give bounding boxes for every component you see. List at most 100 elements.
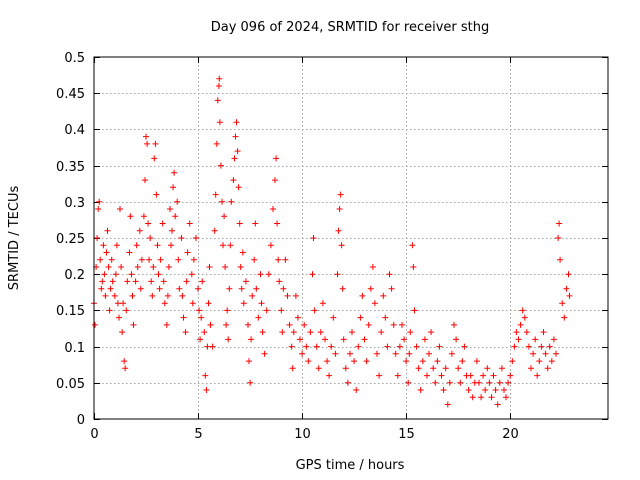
data-point	[513, 329, 520, 336]
data-point	[234, 148, 241, 155]
data-point	[149, 292, 156, 299]
data-point	[132, 278, 139, 285]
data-point	[231, 155, 238, 162]
data-point	[478, 394, 485, 401]
data-point	[473, 358, 480, 365]
data-point	[488, 394, 495, 401]
data-point	[280, 285, 287, 292]
data-point	[410, 264, 417, 270]
data-point	[540, 329, 547, 336]
data-point	[406, 350, 413, 357]
data-point	[405, 379, 412, 386]
data-point	[347, 350, 353, 357]
data-point	[275, 256, 282, 263]
data-point	[136, 227, 143, 234]
data-point	[371, 300, 378, 307]
data-point	[230, 177, 237, 184]
data-point	[150, 264, 157, 270]
data-point	[342, 365, 349, 372]
data-point	[559, 300, 566, 307]
data-point	[240, 300, 247, 307]
data-point	[548, 358, 555, 365]
data-point	[174, 198, 181, 205]
data-point	[288, 343, 295, 350]
data-point	[209, 343, 216, 350]
data-point	[176, 285, 183, 292]
data-point	[297, 336, 303, 343]
data-point	[146, 256, 153, 263]
data-point	[336, 206, 343, 212]
y-tick-label: 0.5	[64, 51, 85, 66]
data-point	[326, 372, 333, 379]
data-point	[332, 350, 339, 357]
data-point	[201, 329, 208, 336]
data-point	[501, 387, 507, 393]
data-point	[246, 358, 252, 365]
data-point	[532, 336, 539, 343]
data-point	[498, 365, 505, 372]
data-point	[363, 358, 370, 365]
data-point	[143, 133, 149, 140]
data-point	[530, 350, 537, 357]
plot-frame	[93, 56, 609, 420]
data-point	[94, 235, 101, 241]
data-point	[145, 220, 152, 227]
data-point	[324, 358, 331, 365]
data-point	[111, 292, 118, 299]
data-point	[490, 372, 497, 379]
data-point	[553, 350, 559, 357]
data-point	[384, 343, 391, 350]
data-point	[96, 198, 103, 205]
data-point	[451, 321, 457, 328]
x-tick-label: 5	[194, 427, 202, 442]
x-axis-label: GPS time / hours	[296, 458, 405, 473]
data-point	[184, 249, 191, 256]
data-point	[394, 372, 401, 379]
data-point	[248, 336, 255, 343]
data-point	[301, 321, 308, 328]
data-point	[207, 321, 214, 328]
data-point	[523, 329, 530, 336]
data-point	[119, 329, 126, 336]
data-point	[235, 184, 242, 191]
data-point	[442, 365, 449, 372]
data-point	[95, 206, 102, 212]
y-axis-ticks: 0 0.05 0.1 0.15 0.2 0.25 0.3 0.35 0.4 0.45 0.5	[56, 51, 608, 428]
data-point	[453, 336, 460, 343]
data-point	[98, 285, 105, 292]
data-point	[565, 271, 572, 278]
data-point	[172, 213, 179, 220]
data-point	[428, 329, 435, 336]
data-point	[349, 329, 355, 336]
data-point	[322, 336, 328, 343]
data-point	[120, 300, 127, 307]
data-point	[257, 271, 264, 278]
data-point	[374, 350, 380, 357]
data-point	[193, 235, 199, 241]
data-point	[469, 394, 476, 401]
data-point	[140, 213, 147, 220]
data-point	[186, 220, 193, 227]
data-point	[340, 336, 347, 343]
data-point	[282, 256, 289, 263]
data-point	[107, 285, 114, 292]
data-point	[101, 271, 108, 278]
data-point	[290, 329, 297, 336]
data-point	[401, 336, 408, 343]
data-point	[417, 387, 424, 393]
data-point	[289, 365, 296, 372]
data-point	[337, 191, 344, 198]
data-point	[274, 220, 281, 227]
data-point	[148, 278, 155, 285]
data-point	[103, 249, 110, 256]
data-point	[507, 372, 514, 379]
data-point	[550, 336, 557, 343]
data-point	[121, 358, 128, 365]
data-point	[486, 379, 493, 386]
data-point	[376, 372, 383, 379]
data-point	[224, 307, 231, 314]
data-point	[157, 256, 164, 263]
data-point	[317, 329, 324, 336]
data-point	[252, 220, 259, 227]
